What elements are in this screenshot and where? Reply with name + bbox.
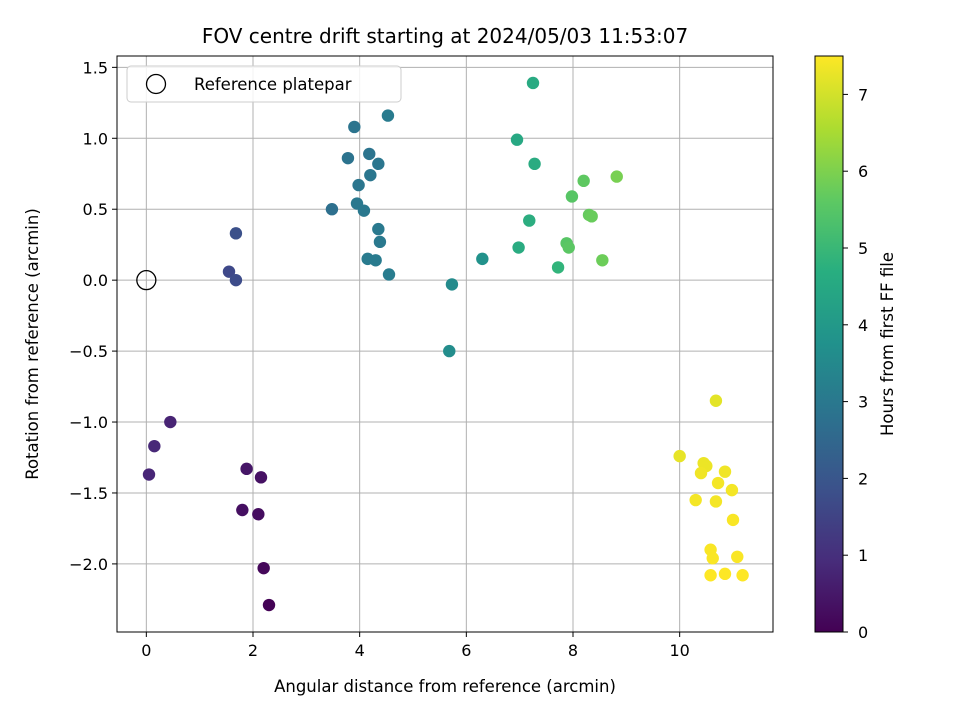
x-axis-ticks: 0 2 4 6 8 10 [141,632,690,660]
data-point [222,265,236,278]
data-point [673,449,686,463]
data-point [585,210,598,223]
y-tick-label: 0.0 [83,271,108,290]
data-point [577,174,590,188]
colorbar-gradient [814,55,844,633]
data-point [357,204,371,217]
chart-title: FOV centre drift starting at 2024/05/03 … [202,24,688,48]
data-point [445,278,459,291]
x-tick-label: 2 [248,641,258,660]
data-point [709,495,723,508]
data-point [352,178,365,192]
x-tick-label: 6 [461,641,471,660]
data-point [164,415,177,429]
colorbar-label: Hours from first FF file [878,252,897,436]
data-point [240,462,253,476]
data-point [236,503,249,517]
data-point [381,109,395,122]
y-tick-label: −1.0 [69,413,108,432]
grid [117,56,773,632]
data-point [443,344,456,358]
colorbar-tick-label: 5 [858,239,868,258]
data-point [372,222,385,236]
data-point [731,550,744,564]
colorbar-ticks: 0 1 2 3 4 5 6 7 [843,85,868,642]
data-point [229,273,243,287]
colorbar-tick-label: 1 [858,546,868,565]
data-point [551,261,565,274]
reference-platepar-marker [136,270,157,291]
data-point [565,190,579,203]
data-points [136,76,749,612]
data-point [369,254,382,267]
y-axis-ticks: 1.5 1.0 0.5 0.0 −0.5 −1.0 −1.5 −2.0 [69,58,117,574]
colorbar-tick-label: 6 [858,162,868,181]
data-point [596,254,609,267]
colorbar-tick-label: 2 [858,469,868,488]
data-point [736,569,749,582]
data-point [510,133,524,146]
data-point [718,567,732,581]
x-axis-label: Angular distance from reference (arcmin) [274,677,616,696]
data-point [262,598,276,612]
legend: Reference platepar [126,65,402,103]
data-point [706,552,719,565]
data-point [325,203,339,216]
y-axis-label: Rotation from reference (arcmin) [23,208,42,480]
colorbar-tick-label: 4 [858,316,868,335]
colorbar: 0 1 2 3 4 5 6 7 Hours from first FF file [814,55,897,642]
data-point [341,151,355,165]
data-point [704,569,717,582]
data-point [526,76,540,90]
y-tick-label: 1.5 [83,58,108,77]
data-point [711,476,725,490]
plot-frame [116,55,774,633]
data-point [372,157,385,171]
data-point [709,394,723,407]
data-point [718,465,732,478]
data-point [364,168,377,182]
data-point [476,252,489,266]
data-point [610,170,623,183]
data-point [252,508,265,521]
data-point [726,513,740,527]
data-point [148,439,161,453]
y-tick-label: −2.0 [69,555,108,574]
data-point [257,561,270,575]
data-point [254,471,268,484]
data-point [348,120,361,134]
y-tick-label: 0.5 [83,200,108,219]
x-tick-label: 0 [141,641,151,660]
data-point [694,466,708,480]
data-point [512,241,525,254]
x-tick-label: 10 [669,641,689,660]
colorbar-tick-label: 0 [858,623,868,642]
data-point [725,483,739,497]
data-point [382,268,396,281]
data-point [363,147,376,161]
legend-box [126,65,402,103]
colorbar-tick-label: 3 [858,393,868,412]
x-tick-label: 8 [568,641,578,660]
data-point [523,214,536,227]
x-tick-label: 4 [355,641,365,660]
data-point [142,468,156,481]
y-tick-label: 1.0 [83,129,108,148]
data-point [528,157,541,171]
data-point [689,493,702,507]
legend-label-reference-platepar: Reference platepar [194,75,352,94]
y-tick-label: −0.5 [69,342,108,361]
y-tick-label: −1.5 [69,484,108,503]
data-point [229,227,243,240]
legend-marker-open-circle [145,73,167,95]
data-point [373,235,387,249]
data-point [562,241,575,254]
colorbar-tick-label: 7 [858,85,868,104]
